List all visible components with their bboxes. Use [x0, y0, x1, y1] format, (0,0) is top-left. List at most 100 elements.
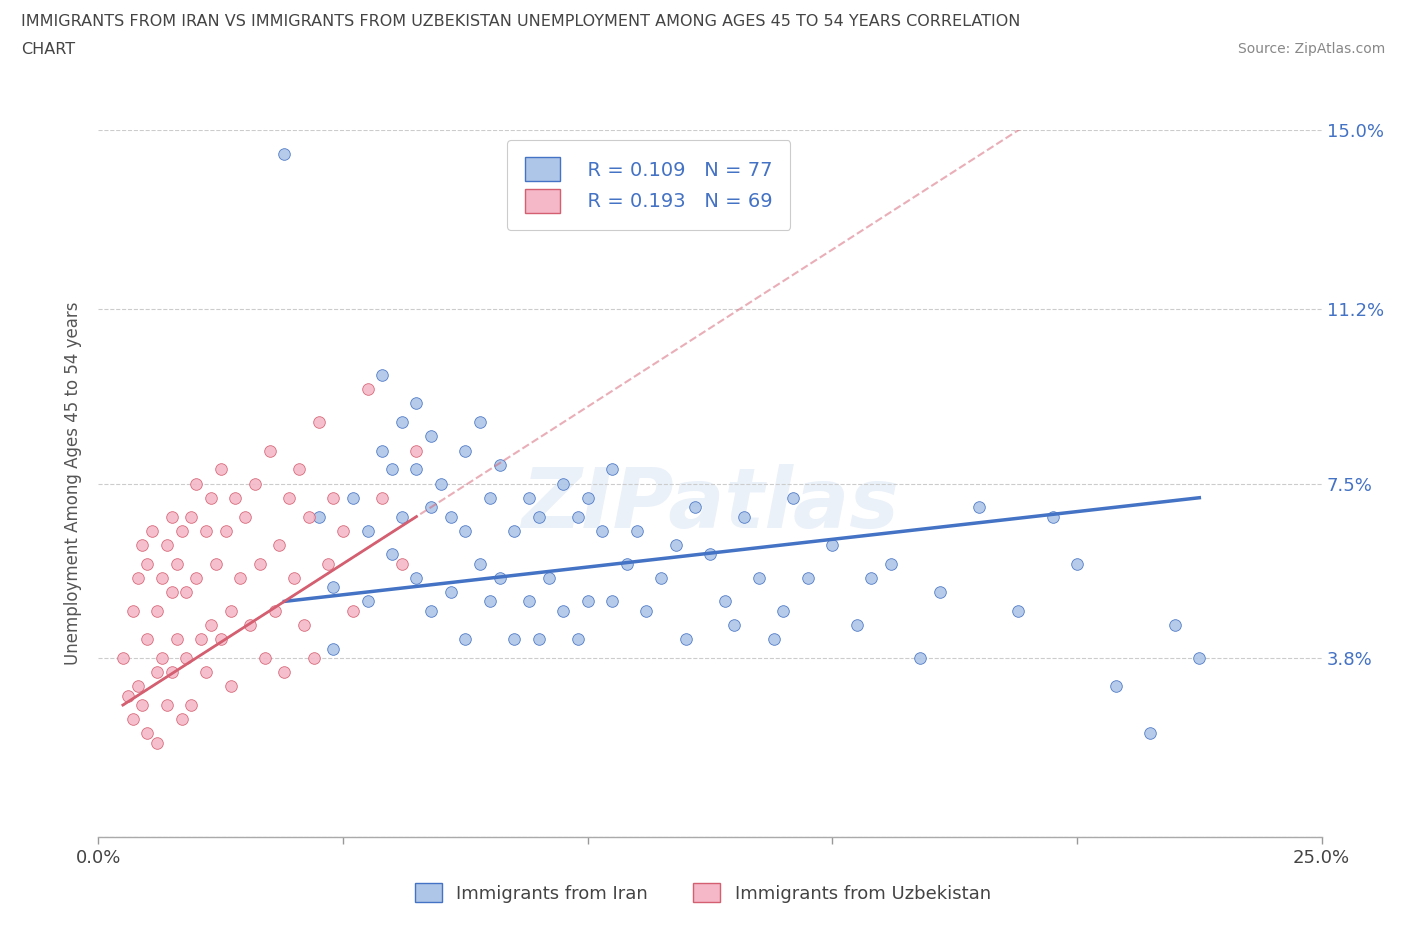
Point [772, 604, 794, 618]
Point [527, 509, 550, 524]
Point [1139, 726, 1161, 741]
Point [845, 618, 868, 632]
Point [626, 524, 648, 538]
Point [263, 604, 285, 618]
Point [405, 444, 427, 458]
Point [440, 585, 463, 600]
Point [454, 524, 477, 538]
Point [269, 538, 291, 552]
Point [910, 650, 932, 665]
Y-axis label: Unemployment Among Ages 45 to 54 years: Unemployment Among Ages 45 to 54 years [65, 302, 83, 665]
Point [860, 570, 883, 585]
Point [308, 509, 330, 524]
Point [166, 556, 188, 571]
Point [127, 570, 149, 585]
Point [150, 650, 173, 665]
Point [553, 604, 575, 618]
Point [391, 509, 413, 524]
Point [160, 665, 183, 680]
Point [141, 524, 163, 538]
Point [478, 594, 501, 609]
Point [1105, 679, 1128, 694]
Point [699, 547, 721, 562]
Point [723, 618, 745, 632]
Point [298, 509, 321, 524]
Point [391, 556, 413, 571]
Point [170, 524, 193, 538]
Point [371, 490, 394, 505]
Point [273, 665, 295, 680]
Point [214, 524, 236, 538]
Point [131, 698, 153, 712]
Point [468, 415, 491, 430]
Point [200, 490, 222, 505]
Point [322, 490, 344, 505]
Point [176, 585, 198, 600]
Point [283, 570, 305, 585]
Point [553, 476, 575, 491]
Point [186, 476, 208, 491]
Point [195, 524, 218, 538]
Point [880, 556, 903, 571]
Point [322, 641, 344, 656]
Point [136, 726, 159, 741]
Point [1007, 604, 1029, 618]
Point [576, 490, 599, 505]
Legend:   R = 0.109   N = 77,   R = 0.193   N = 69: R = 0.109 N = 77, R = 0.193 N = 69 [508, 140, 790, 230]
Point [121, 604, 143, 618]
Point [249, 556, 271, 571]
Point [253, 650, 276, 665]
Point [567, 631, 589, 646]
Point [782, 490, 804, 505]
Point [146, 604, 169, 618]
Point [685, 499, 707, 514]
Point [420, 604, 443, 618]
Point [200, 618, 222, 632]
Point [762, 631, 785, 646]
Point [318, 556, 340, 571]
Point [1042, 509, 1064, 524]
Point [503, 631, 526, 646]
Point [1066, 556, 1088, 571]
Text: ZIPatlas: ZIPatlas [522, 464, 898, 545]
Point [567, 509, 589, 524]
Point [405, 462, 427, 477]
Point [180, 698, 202, 712]
Point [156, 698, 179, 712]
Point [929, 585, 952, 600]
Point [675, 631, 697, 646]
Point [391, 415, 413, 430]
Point [176, 650, 198, 665]
Point [160, 509, 183, 524]
Point [1164, 618, 1187, 632]
Point [121, 711, 143, 726]
Point [136, 631, 159, 646]
Legend: Immigrants from Iran, Immigrants from Uzbekistan: Immigrants from Iran, Immigrants from Uz… [406, 874, 1000, 911]
Point [209, 631, 232, 646]
Point [591, 524, 613, 538]
Point [156, 538, 179, 552]
Point [797, 570, 820, 585]
Point [302, 650, 325, 665]
Point [356, 524, 378, 538]
Point [127, 679, 149, 694]
Point [342, 604, 364, 618]
Point [356, 594, 378, 609]
Point [205, 556, 228, 571]
Point [405, 570, 427, 585]
Point [420, 499, 443, 514]
Point [308, 415, 330, 430]
Point [636, 604, 658, 618]
Point [150, 570, 173, 585]
Point [259, 444, 281, 458]
Point [195, 665, 218, 680]
Point [146, 665, 169, 680]
Point [665, 538, 688, 552]
Point [733, 509, 755, 524]
Point [180, 509, 202, 524]
Point [111, 650, 134, 665]
Text: Source: ZipAtlas.com: Source: ZipAtlas.com [1237, 42, 1385, 56]
Point [478, 490, 501, 505]
Point [517, 490, 540, 505]
Point [233, 509, 256, 524]
